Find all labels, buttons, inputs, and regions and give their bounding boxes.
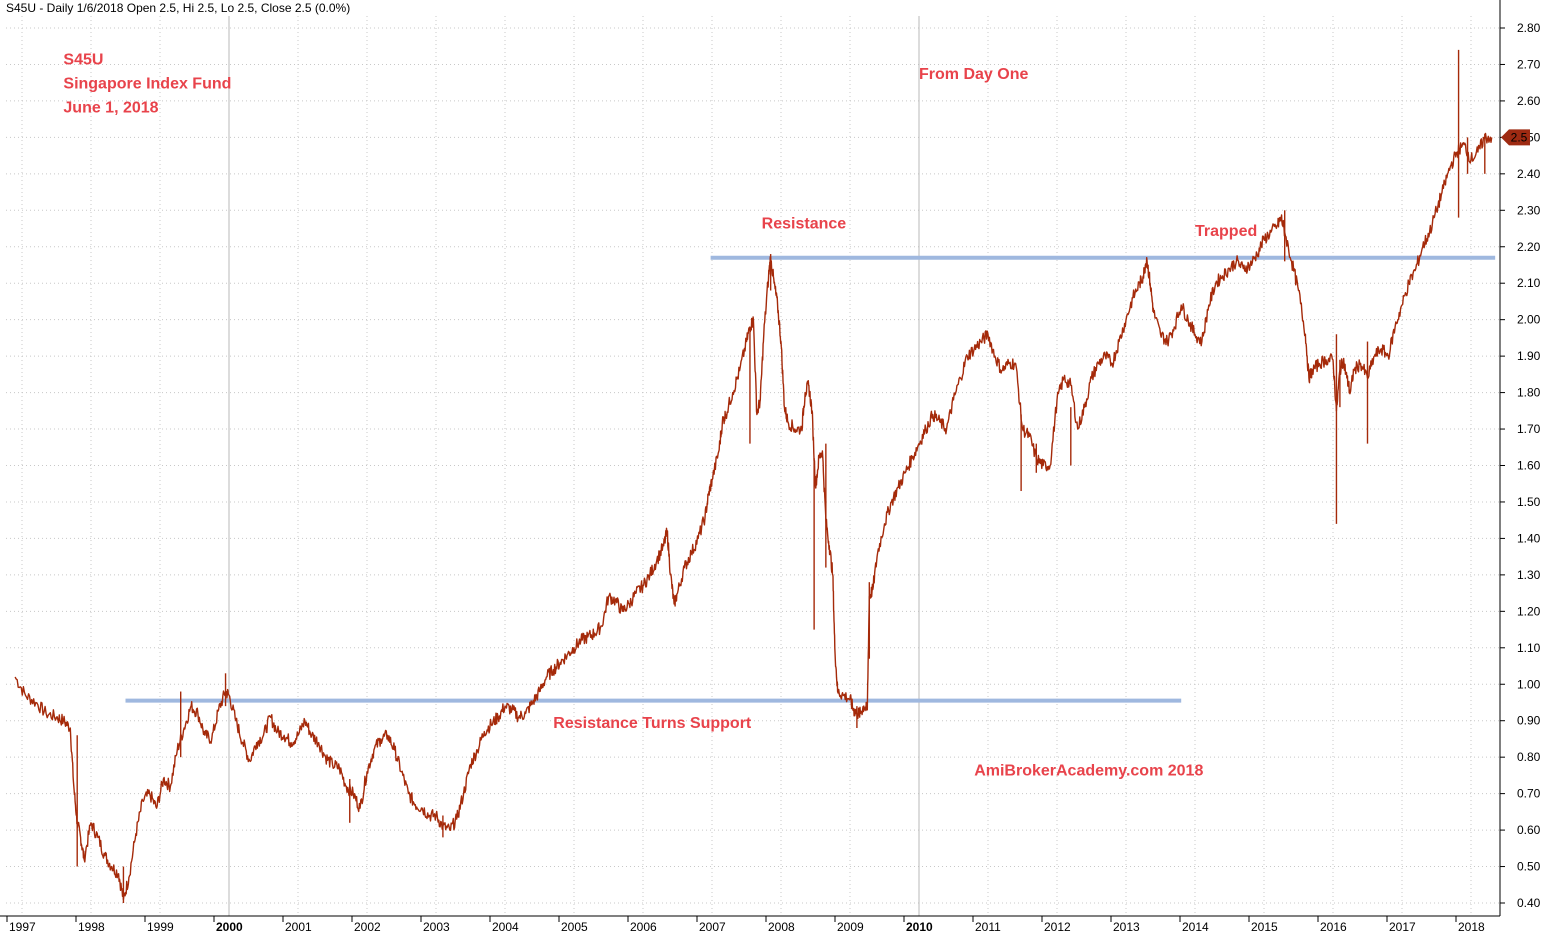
price-series [14,49,1493,903]
annotation-text: AmiBrokerAcademy.com 2018 [974,762,1203,779]
x-tick-label: 2010 [906,920,933,934]
y-tick-label: 1.90 [1517,349,1541,363]
x-tick-label: 2008 [768,920,795,934]
y-tick-label: 2.80 [1517,21,1541,35]
x-tick-label: 2014 [1182,920,1209,934]
annotation-text: Resistance Turns Support [553,715,752,732]
y-tick-label: 2.30 [1517,203,1541,217]
x-tick-label: 2016 [1320,920,1347,934]
x-tick-label: 2009 [837,920,864,934]
y-tick-label: 0.80 [1517,750,1541,764]
x-tick-label: 2002 [354,920,381,934]
y-tick-label: 1.10 [1517,641,1541,655]
y-tick-label: 1.70 [1517,422,1541,436]
x-tick-label: 2005 [561,920,588,934]
last-value-label: 2.5 [1511,130,1528,144]
x-tick-label: 2006 [630,920,657,934]
y-tick-label: 1.80 [1517,386,1541,400]
y-tick-label: 2.20 [1517,240,1541,254]
y-tick-label: 2.60 [1517,94,1541,108]
annotations: S45U Singapore Index Fund June 1, 2018 From… [63,51,1257,779]
y-tick-label: 0.40 [1517,896,1541,910]
x-tick-label: 2018 [1458,920,1485,934]
annotation-text: Trapped [1195,223,1257,240]
y-tick-label: 1.60 [1517,459,1541,473]
price-line-series-0 [14,132,1493,901]
y-tick-label: 1.20 [1517,604,1541,618]
x-tick-label: 2004 [492,920,519,934]
y-tick-label: 2.70 [1517,57,1541,71]
y-tick-label: 1.40 [1517,531,1541,545]
support-resistance-lines [125,255,1496,703]
chart-header-title: S45U - Daily 1/6/2018 Open 2.5, Hi 2.5, … [6,1,350,15]
grid-lines [6,16,1500,916]
y-tick-label: 1.30 [1517,568,1541,582]
y-tick-label: 2.40 [1517,167,1541,181]
y-tick-label: 2.10 [1517,276,1541,290]
y-tick-label: 0.70 [1517,787,1541,801]
x-tick-label: 2007 [699,920,726,934]
x-tick-label: 1997 [9,920,36,934]
x-tick-label: 2011 [975,920,1001,934]
annotation-text: June 1, 2018 [63,99,158,116]
x-tick-label: 2001 [285,920,312,934]
x-tick-label: 2015 [1251,920,1278,934]
y-tick-label: 0.90 [1517,714,1541,728]
annotation-text: Singapore Index Fund [63,75,231,92]
x-tick-label: 1999 [147,920,174,934]
last-value-badge [1501,129,1530,146]
x-tick-label: 2013 [1113,920,1140,934]
annotation-text: From Day One [919,66,1028,83]
last-value-marker: 2.5 [1501,129,1530,146]
x-tick-label: 1998 [78,920,105,934]
x-tick-label: 2017 [1389,920,1416,934]
annotation-text: S45U [63,51,103,68]
y-tick-label: 2.00 [1517,313,1541,327]
x-tick-label: 2012 [1044,920,1071,934]
y-tick-label: 1.00 [1517,677,1541,691]
annotation-text: Resistance [762,216,847,233]
x-tick-label: 2003 [423,920,450,934]
x-tick-label: 2000 [216,920,243,934]
y-tick-label: 0.50 [1517,860,1541,874]
y-tick-label: 1.50 [1517,495,1541,509]
y-tick-label: 0.60 [1517,823,1541,837]
